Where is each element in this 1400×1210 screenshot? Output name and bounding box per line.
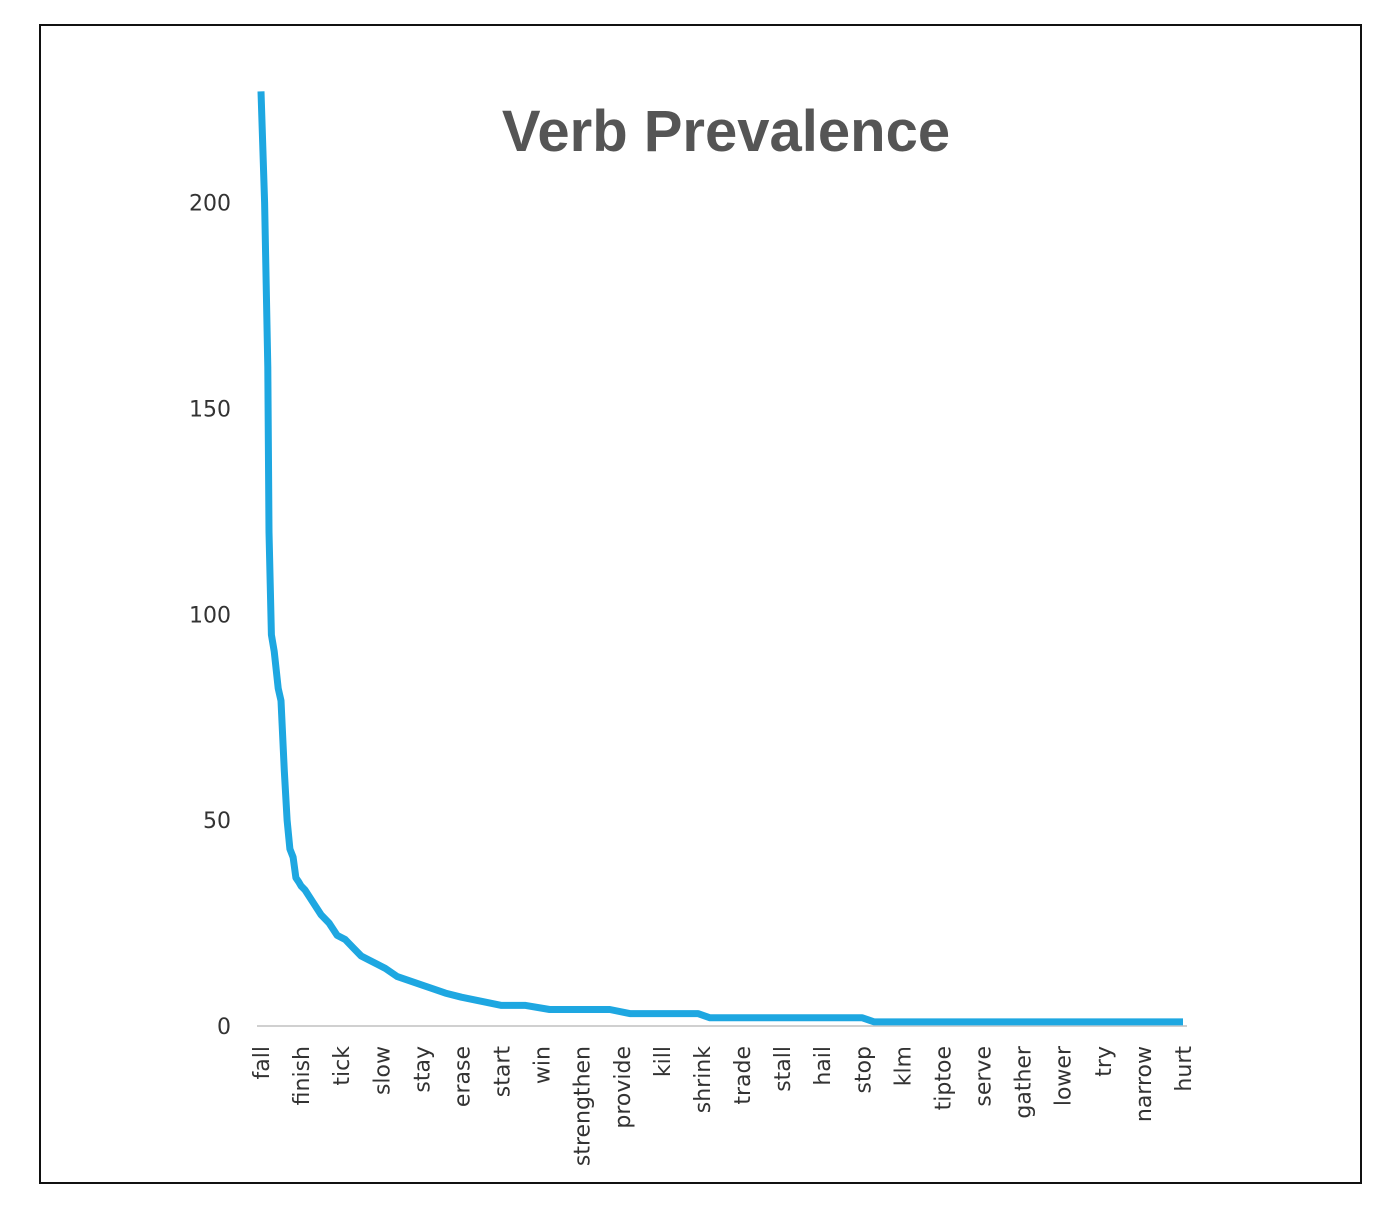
x-tick-label: shrink	[691, 1046, 716, 1114]
y-tick-label: 200	[189, 192, 231, 217]
x-tick-labels: fall finish tick slow stay erase start win stren…	[250, 1045, 1197, 1166]
x-tick-label: finish	[290, 1046, 315, 1105]
x-tick-label: serve	[972, 1046, 997, 1107]
chart-frame: Verb Prevalence 0 50 100 150 200 fall finish t…	[39, 24, 1362, 1184]
x-tick-label: hurt	[1172, 1046, 1197, 1092]
x-tick-label: erase	[450, 1046, 475, 1107]
x-tick-label: lower	[1052, 1045, 1077, 1106]
x-tick-label: trade	[731, 1046, 756, 1105]
x-tick-label: gather	[1012, 1045, 1037, 1119]
x-tick-label: stop	[851, 1046, 876, 1094]
x-tick-label: try	[1092, 1046, 1117, 1077]
series-line	[257, 91, 1183, 1026]
x-tick-label: hail	[811, 1046, 836, 1086]
x-tick-label: klm	[891, 1046, 916, 1086]
y-tick-label: 100	[189, 603, 231, 628]
y-tick-labels: 0 50 100 150 200	[189, 192, 231, 1040]
y-tick-label: 50	[203, 809, 231, 834]
x-tick-label: stay	[410, 1046, 435, 1093]
x-tick-label: stall	[771, 1046, 796, 1092]
y-tick-label: 150	[189, 397, 231, 422]
x-tick-label: tiptoe	[931, 1046, 956, 1110]
series-layer	[257, 91, 1183, 1026]
x-tick-label: fall	[250, 1046, 275, 1079]
x-tick-label: narrow	[1132, 1046, 1157, 1122]
y-tick-label: 0	[217, 1015, 231, 1040]
x-tick-label: strengthen	[571, 1046, 596, 1166]
x-tick-label: tick	[330, 1046, 355, 1086]
x-tick-label: kill	[651, 1046, 676, 1077]
x-tick-label: slow	[370, 1046, 395, 1095]
x-tick-label: start	[491, 1046, 516, 1098]
x-tick-label: provide	[611, 1046, 636, 1129]
chart-title: Verb Prevalence	[502, 99, 950, 164]
x-tick-label: win	[531, 1046, 556, 1084]
